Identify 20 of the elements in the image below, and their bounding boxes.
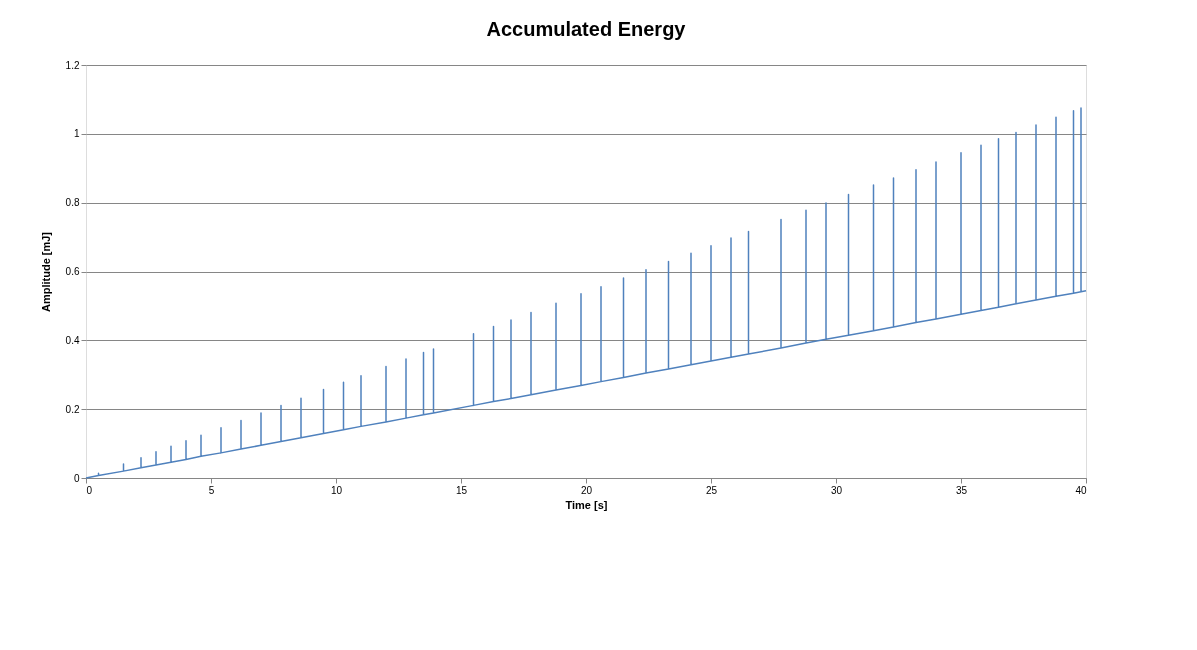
x-tick-label: 0: [86, 484, 93, 496]
y-tick-label: 1: [73, 128, 80, 140]
x-tick-label: 25: [705, 484, 718, 496]
line-series: [85, 107, 1087, 479]
x-tick-label: 15: [455, 484, 468, 496]
y-tick-label: 0.8: [65, 197, 80, 209]
x-tick-label: 5: [208, 484, 215, 496]
y-tick-label: 0.4: [65, 334, 80, 346]
x-tick-label: 30: [830, 484, 843, 496]
chart-title: Accumulated Energy: [486, 18, 687, 40]
y-tick-label: 0: [73, 472, 80, 484]
y-tick-label: 1.2: [65, 59, 80, 71]
y-tick-label: 0.2: [65, 403, 80, 415]
x-axis-title: Time [s]: [565, 498, 608, 511]
x-tick-label: 40: [1075, 484, 1087, 496]
x-tick-label: 20: [580, 484, 593, 496]
y-tick-label: 0.6: [65, 266, 80, 277]
y-axis-title: Amplitude [mJ]: [39, 231, 52, 313]
x-tick-label: 10: [330, 484, 343, 496]
x-tick-label: 35: [955, 484, 968, 496]
